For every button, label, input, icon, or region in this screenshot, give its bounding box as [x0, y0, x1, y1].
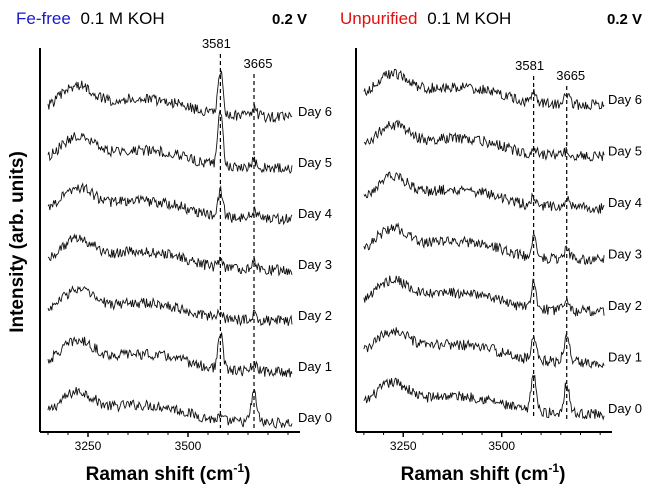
left-title: Fe-free 0.1 M KOH [16, 9, 165, 28]
left-title-rest: 0.1 M KOH [81, 9, 165, 28]
panel-fe-free: 3250 3500 3581 3665 Day 0 Day 1 Day 2 Day 3 Day … [39, 36, 332, 453]
peak-label: 3665 [556, 68, 585, 83]
spectrum-trace [363, 222, 605, 265]
right-potential: 0.2 V [607, 11, 642, 28]
series-label: Day 3 [298, 257, 332, 272]
spectrum-trace [47, 386, 293, 429]
series-label: Day 1 [608, 350, 642, 365]
spectrum-trace [47, 332, 293, 378]
spectrum-trace [47, 233, 293, 277]
spectrum-trace [363, 171, 605, 215]
left-x-axis-title-close: ) [244, 464, 250, 485]
series-label: Day 0 [298, 410, 332, 425]
panel-unpurified: 3250 3500 3581 3665 Day 0 Day 1 Day 2 Day 3 Day … [355, 48, 642, 453]
spectrum-trace [363, 119, 605, 162]
series-label: Day 6 [608, 92, 642, 107]
left-title-colored: Fe-free [16, 9, 71, 28]
y-axis-title: Intensity (arb. units) [7, 151, 28, 333]
left-x-axis-title-main: Raman shift (cm [86, 464, 234, 485]
spectrum-trace [363, 327, 605, 369]
series-label: Day 0 [608, 401, 642, 416]
series-label: Day 2 [298, 308, 332, 323]
x-tick-label: 3250 [75, 439, 102, 453]
spectrum-trace [363, 275, 605, 318]
right-x-axis-title-close: ) [559, 464, 565, 485]
x-tick-label: 3500 [175, 439, 202, 453]
peak-label: 3665 [244, 56, 273, 71]
series-label: Day 5 [608, 144, 642, 159]
x-tick-label: 3500 [488, 439, 515, 453]
peak-label: 3581 [202, 36, 231, 51]
right-x-axis-title: Raman shift (cm-1) [401, 461, 566, 485]
series-label: Day 2 [608, 298, 642, 313]
spectrum-trace [47, 285, 293, 327]
spectrum-trace [363, 374, 605, 421]
series-label: Day 4 [298, 206, 332, 221]
left-potential: 0.2 V [272, 11, 307, 28]
right-title: Unpurified 0.1 M KOH [340, 9, 511, 28]
series-label: Day 4 [608, 195, 642, 210]
series-label: Day 6 [298, 104, 332, 119]
right-x-axis-title-sup: -1 [548, 461, 559, 475]
left-x-axis-title-sup: -1 [233, 461, 244, 475]
right-title-rest: 0.1 M KOH [427, 9, 511, 28]
left-x-axis-title: Raman shift (cm-1) [86, 461, 251, 485]
series-label: Day 5 [298, 155, 332, 170]
spectrum-trace [47, 109, 293, 174]
series-label: Day 3 [608, 247, 642, 262]
right-title-colored: Unpurified [340, 9, 418, 28]
spectrum-trace [47, 182, 293, 226]
x-tick-label: 3250 [390, 439, 417, 453]
right-x-axis-title-main: Raman shift (cm [401, 464, 549, 485]
series-label: Day 1 [298, 359, 332, 374]
spectrum-trace [47, 70, 293, 124]
peak-label: 3581 [515, 58, 544, 73]
spectrum-trace [363, 68, 605, 111]
